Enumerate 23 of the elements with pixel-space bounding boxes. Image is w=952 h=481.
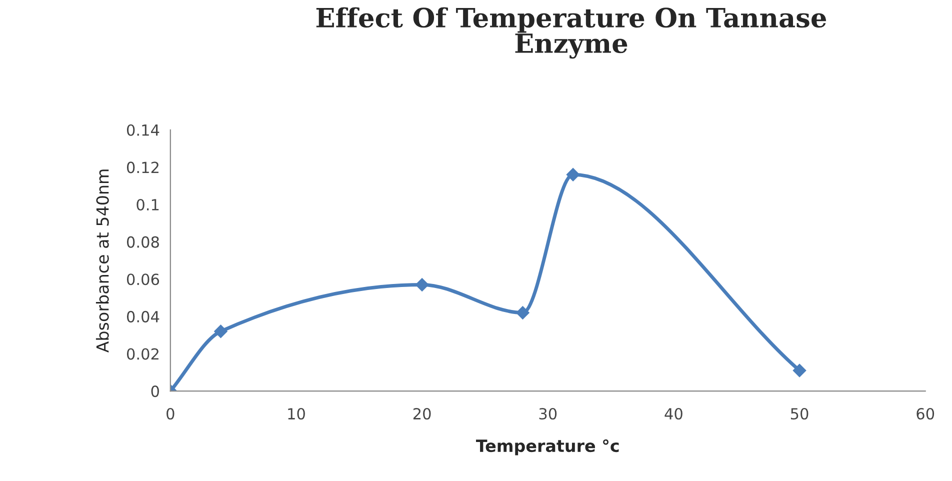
x-tick-label: 20 (413, 408, 431, 420)
x-tick-label: 0 (166, 408, 174, 420)
x-tick-label: 10 (288, 408, 305, 420)
chart-title: Effect Of Temperature On Tannase Enzyme (316, 7, 826, 59)
point (516, 306, 530, 320)
y-tick-label: 0.02 (126, 348, 158, 360)
x-tick-label: 60 (916, 408, 934, 420)
y-tick-label: 0.08 (126, 236, 159, 248)
point (415, 278, 429, 292)
x-tick-label: 50 (790, 408, 808, 420)
y-tick-label: 0.06 (126, 274, 160, 286)
y-tick-label: 0 (151, 386, 159, 398)
x-tick-label: 40 (664, 408, 682, 420)
y-tick-label: 0.14 (126, 124, 160, 136)
y-tick-label: 0.04 (126, 310, 160, 322)
y-axis-title: Absorbance at 540nm (96, 170, 109, 353)
y-tick-label: 0.12 (126, 162, 158, 174)
point (792, 364, 806, 378)
point (214, 324, 228, 338)
y-tick-label: 0.1 (136, 198, 159, 211)
x-axis-title: Temperature °c (476, 439, 619, 456)
x-tick-label: 30 (539, 408, 557, 420)
point (566, 168, 580, 182)
